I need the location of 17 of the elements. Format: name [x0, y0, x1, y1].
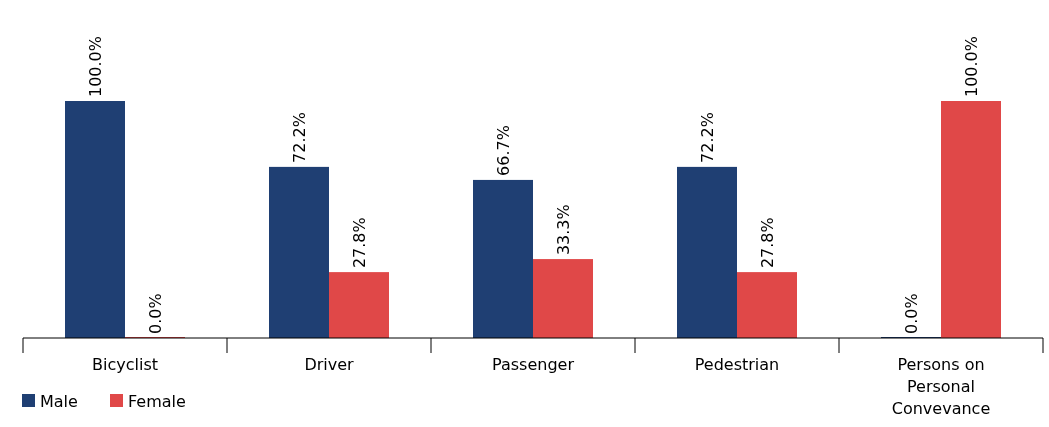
x-tick-label: Driver	[304, 355, 355, 374]
data-label: 33.3%	[554, 204, 573, 256]
x-tick-label: Passenger	[492, 355, 575, 374]
x-tick-label: Pedestrian	[694, 355, 780, 374]
data-label: 0.0%	[902, 293, 921, 334]
data-label: 72.2%	[290, 112, 309, 163]
data-label: 27.8%	[758, 217, 777, 269]
legend-label: Male	[40, 392, 78, 411]
legend-label: Female	[128, 392, 186, 411]
data-label: 0.0%	[146, 293, 165, 334]
data-label: 100.0%	[962, 35, 981, 97]
x-tick-label: Bicyclist	[92, 355, 158, 374]
x-tick-label: Persons on Personal Convevance	[891, 355, 991, 418]
data-label: 100.0%	[86, 35, 105, 97]
data-label: 66.7%	[494, 125, 513, 176]
data-label: 72.2%	[698, 112, 717, 163]
data-label: 27.8%	[350, 217, 369, 269]
